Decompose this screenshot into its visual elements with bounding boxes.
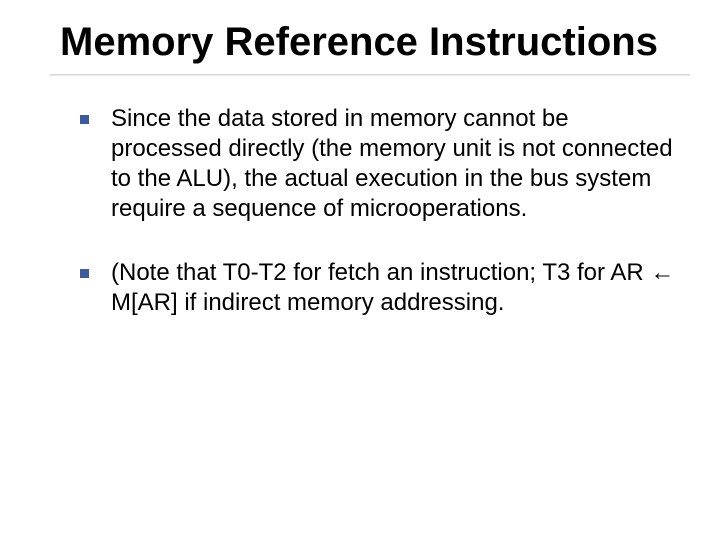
bullet-square-icon (80, 269, 89, 278)
bullet-text: Since the data stored in memory cannot b… (111, 104, 680, 224)
slide-title: Memory Reference Instructions (60, 20, 680, 64)
bullet-list: Since the data stored in memory cannot b… (60, 104, 680, 318)
title-divider (50, 74, 690, 76)
list-item: (Note that T0-T2 for fetch an instructio… (80, 258, 680, 318)
list-item: Since the data stored in memory cannot b… (80, 104, 680, 224)
bullet-square-icon (80, 115, 89, 124)
slide-container: Memory Reference Instructions Since the … (0, 0, 720, 540)
bullet-text: (Note that T0-T2 for fetch an instructio… (111, 258, 680, 318)
